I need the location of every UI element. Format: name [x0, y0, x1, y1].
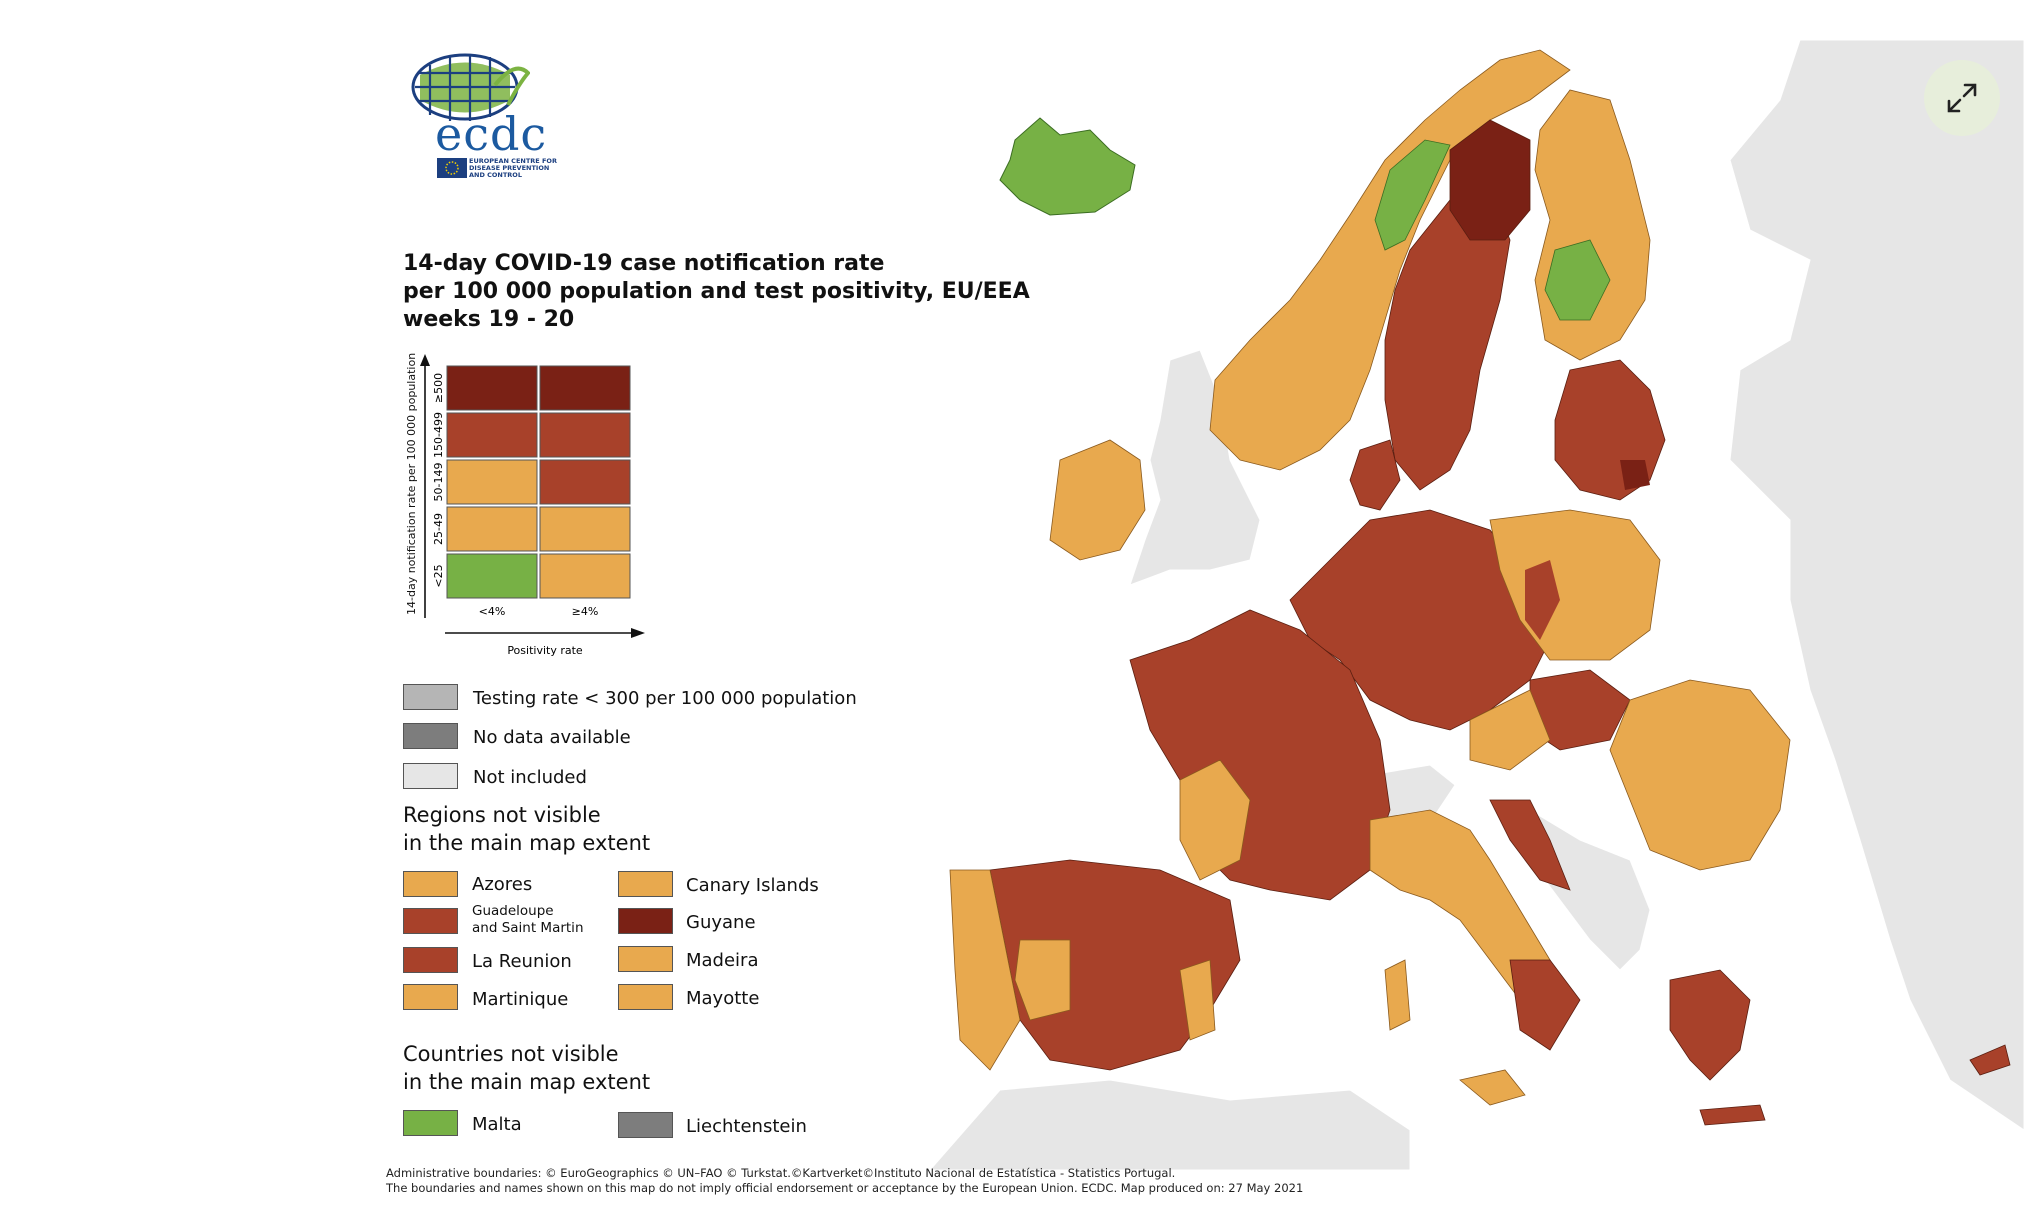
region-swatch-guyane [618, 908, 673, 934]
matrix-cell [446, 412, 538, 458]
region-label-la-reunion: La Reunion [472, 951, 572, 972]
land-not-included-east [1729, 40, 2024, 1131]
not-included-swatch [403, 763, 458, 789]
region-crete [1699, 1104, 1766, 1126]
region-label-guadeloupe: Guadeloupe and Saint Martin [472, 903, 584, 936]
bivariate-legend-matrix: 14-day notification rate per 100 000 pop… [405, 353, 645, 657]
region-romania-bulgaria [1609, 679, 1791, 871]
region-swatch-guadeloupe [403, 908, 458, 934]
region-sweden-north [1449, 119, 1531, 241]
europe-choropleth-map [930, 40, 2024, 1170]
country-swatch-malta [403, 1110, 458, 1136]
region-label-canary-islands: Canary Islands [686, 875, 819, 896]
logo-wordmark: ecdc [435, 107, 548, 161]
matrix-cell [446, 506, 538, 552]
matrix-cell [539, 365, 631, 411]
region-swatch-la-reunion [403, 947, 458, 973]
region-iceland [999, 117, 1136, 216]
matrix-cell [539, 506, 631, 552]
region-poland-red [1525, 560, 1560, 640]
testing-rate-label: Testing rate < 300 per 100 000 populatio… [473, 688, 857, 709]
matrix-cell [446, 459, 538, 505]
matrix-row-label: ≥500 [432, 373, 445, 403]
matrix-column-label: ≥4% [572, 605, 599, 618]
no-data-swatch [403, 723, 458, 749]
eu-flag-icon [437, 158, 467, 178]
region-slovakia-austria [1469, 689, 1551, 771]
region-finland [1534, 89, 1651, 361]
region-norway-north-green [1374, 139, 1451, 251]
region-label-azores: Azores [472, 874, 533, 895]
matrix-x-axis-label: Positivity rate [507, 644, 583, 657]
country-label-liechtenstein: Liechtenstein [686, 1116, 807, 1137]
matrix-cell [446, 553, 538, 599]
region-label-guyane: Guyane [686, 912, 756, 933]
map-footer: Administrative boundaries: © EuroGeograp… [386, 1166, 1304, 1195]
regions-section-title: Regions not visible in the main map exte… [403, 803, 651, 855]
matrix-row-label: 50-149 [432, 463, 445, 502]
region-spain-east-orange [1179, 959, 1216, 1041]
region-finland-green [1544, 239, 1611, 321]
matrix-y-axis-label: 14-day notification rate per 100 000 pop… [405, 353, 418, 615]
region-label-mayotte: Mayotte [686, 988, 760, 1009]
region-sicily [1459, 1069, 1526, 1106]
region-sardinia [1384, 959, 1411, 1031]
region-france-west-orange [1179, 759, 1251, 881]
matrix-cell [539, 553, 631, 599]
region-norway [1209, 49, 1571, 471]
ecdc-logo: ecdc EUROPEAN CENTRE FOR DISEASE PREVENT… [405, 45, 580, 185]
region-croatia [1489, 799, 1571, 891]
matrix-x-arrowhead [631, 628, 645, 638]
region-swatch-canary-islands [618, 871, 673, 897]
region-lithuania-dark [1620, 460, 1650, 490]
region-portugal [949, 869, 1021, 1071]
region-italy-south-red [1509, 959, 1581, 1051]
country-label-malta: Malta [472, 1114, 522, 1135]
land-not-included-balkans [1529, 809, 1651, 971]
region-label-madeira: Madeira [686, 950, 759, 971]
logo-subtitle: EUROPEAN CENTRE FOR DISEASE PREVENTION A… [469, 157, 557, 179]
matrix-column-label: <4% [479, 605, 506, 618]
matrix-y-arrowhead [420, 354, 430, 366]
not-included-label: Not included [473, 767, 587, 788]
matrix-cell [539, 412, 631, 458]
country-swatch-liechtenstein [618, 1112, 673, 1138]
expand-icon [1947, 83, 1977, 113]
region-spain-orange [1014, 939, 1071, 1021]
region-cyprus [1969, 1044, 2011, 1076]
region-greece [1669, 969, 1751, 1081]
matrix-row-label: 150-499 [432, 412, 445, 458]
matrix-row-label: 25-49 [432, 513, 445, 545]
region-denmark [1349, 439, 1401, 511]
globe-icon [411, 53, 530, 121]
matrix-cell [539, 459, 631, 505]
land-not-included-africa [930, 1079, 1411, 1170]
region-swatch-azores [403, 871, 458, 897]
matrix-row-label: <25 [432, 564, 445, 587]
region-ireland [1049, 439, 1146, 561]
region-swatch-madeira [618, 946, 673, 972]
map-title: 14-day COVID-19 case notification rate p… [403, 251, 1030, 332]
expand-map-button[interactable] [1924, 60, 2000, 136]
no-data-label: No data available [473, 727, 631, 748]
region-swatch-mayotte [618, 984, 673, 1010]
region-label-martinique: Martinique [472, 989, 569, 1010]
matrix-cell [446, 365, 538, 411]
countries-section-title: Countries not visible in the main map ex… [403, 1042, 651, 1094]
region-swatch-martinique [403, 984, 458, 1010]
testing-rate-swatch [403, 684, 458, 710]
